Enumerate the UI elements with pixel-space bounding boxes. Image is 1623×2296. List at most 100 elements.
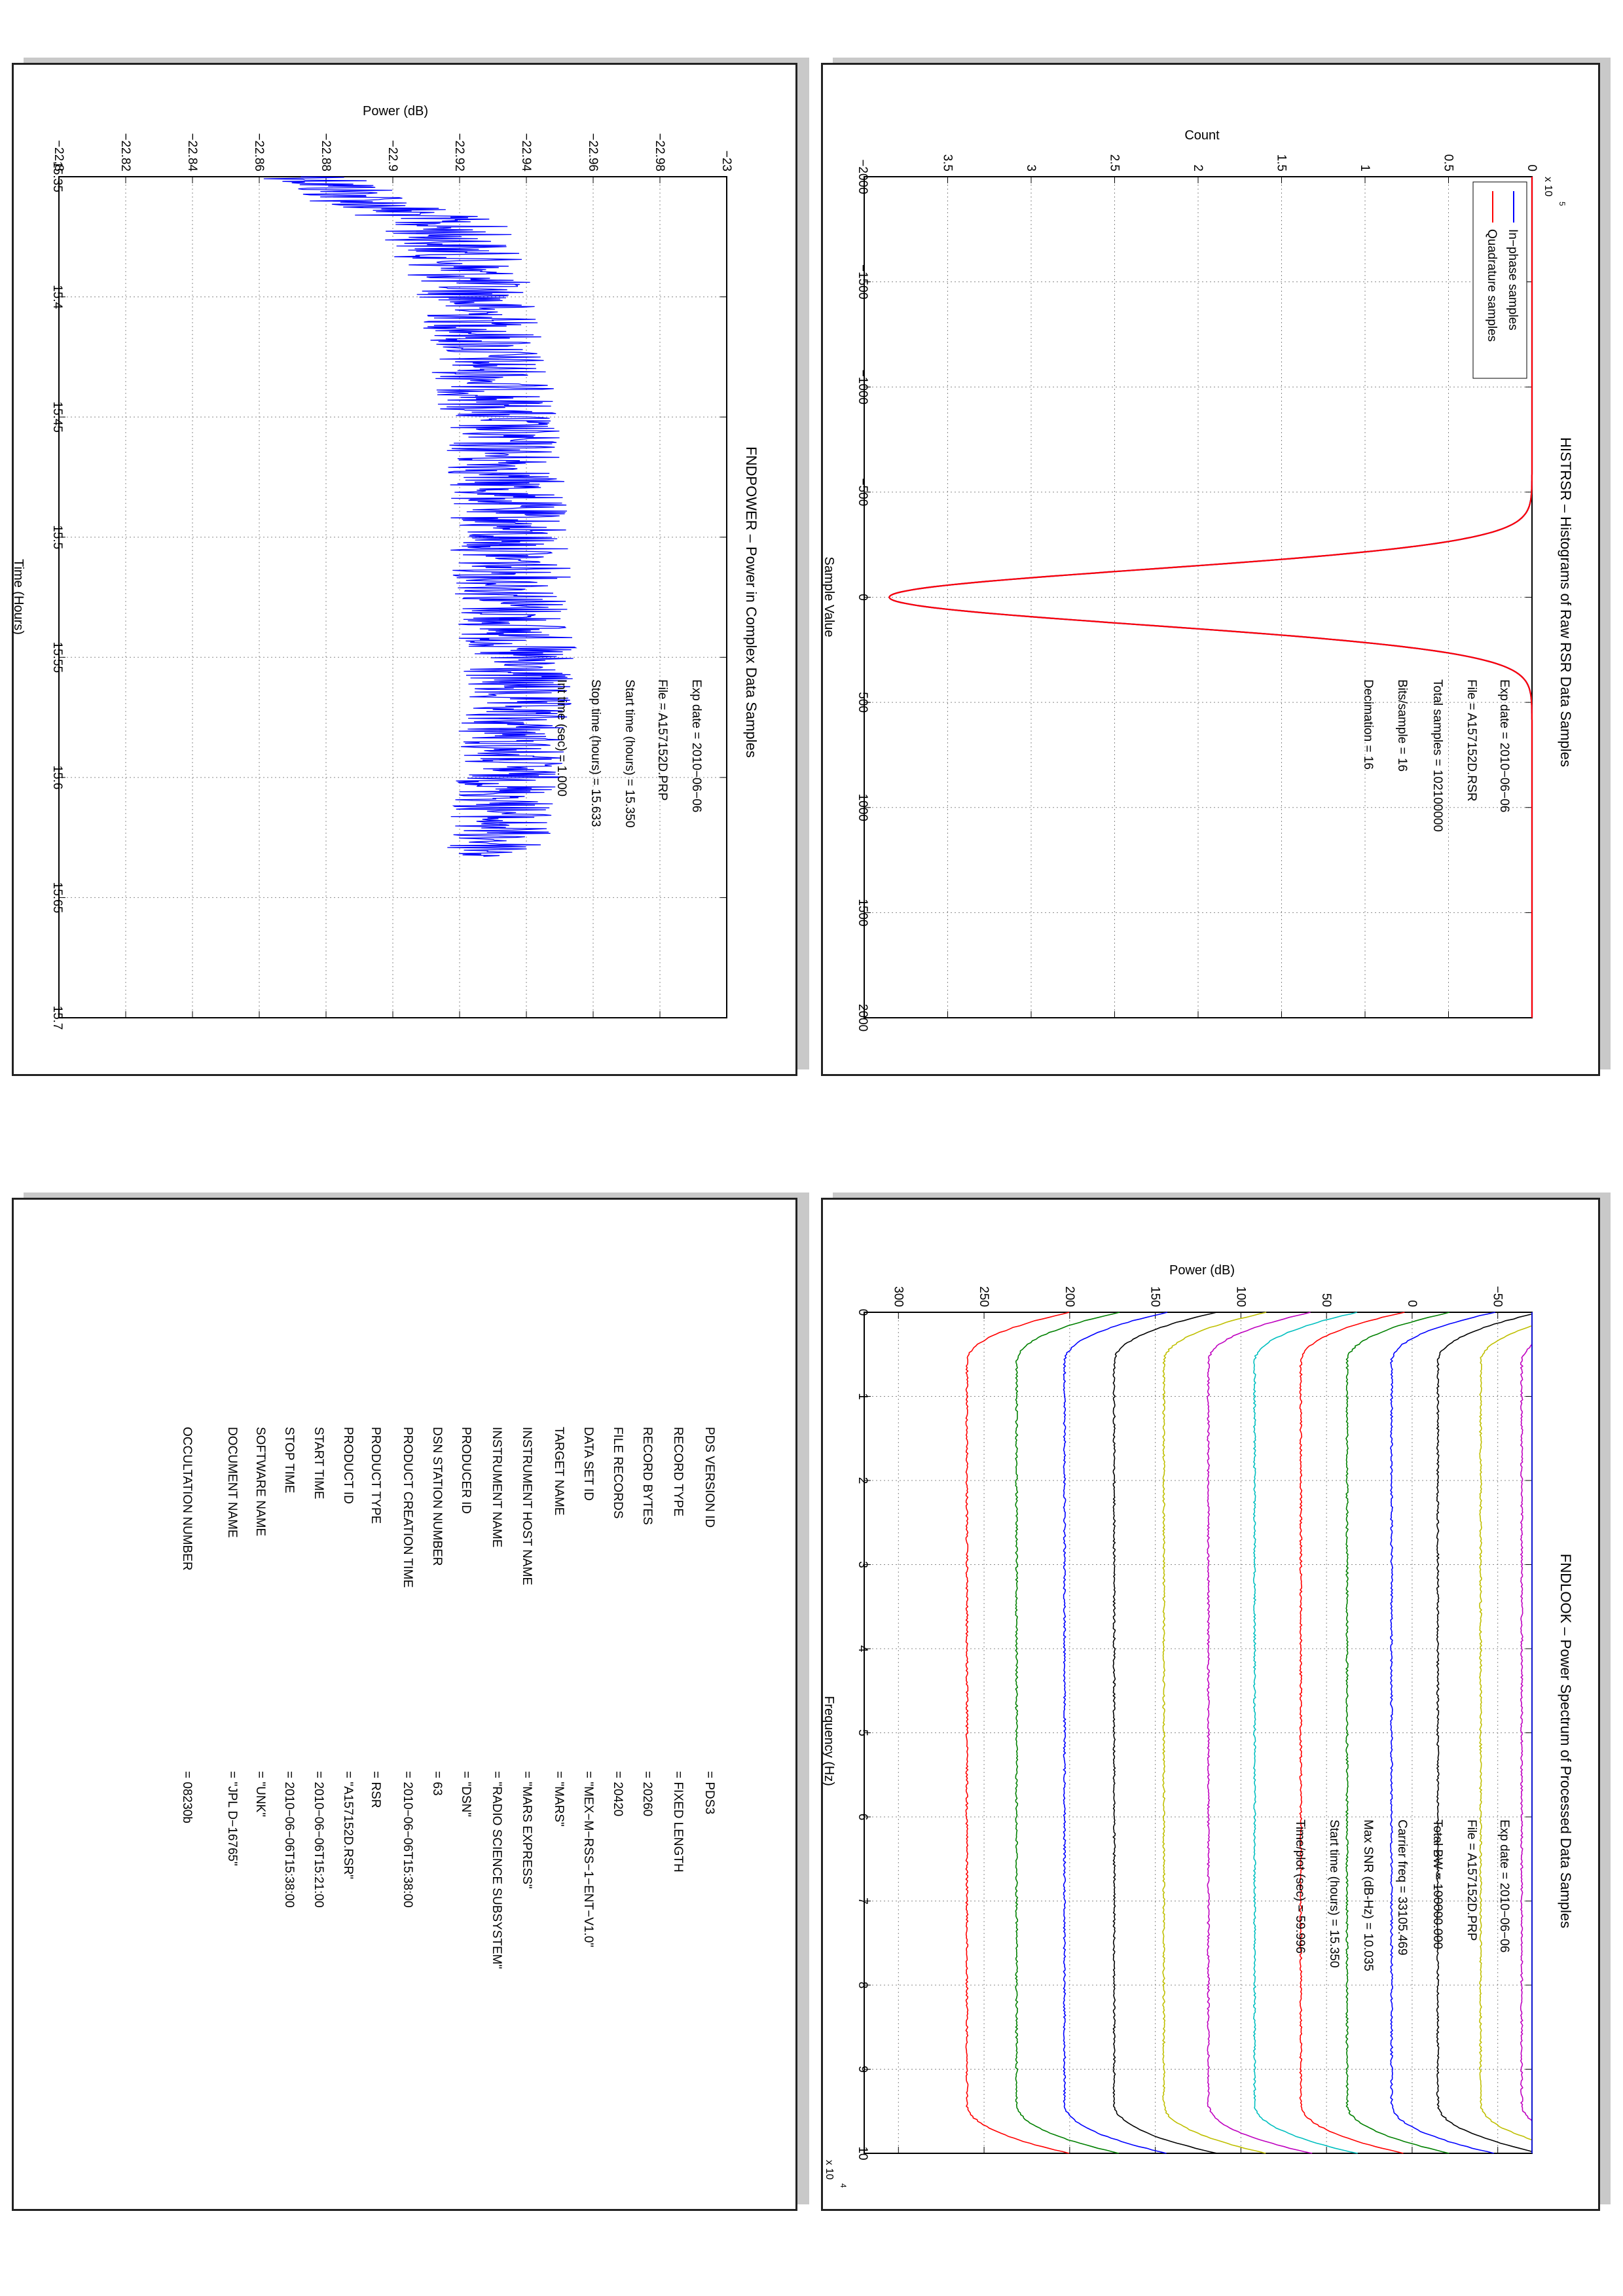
fndpower-ylabel: Power (dB) [363,104,428,118]
label-value: = PDS3 [702,1771,716,1814]
fndlook-series-line [1112,1312,1218,2154]
label-key: STOP TIME [282,1427,296,1493]
label-key: PRODUCT ID [341,1427,355,1504]
histrsr-x-tick-label: −500 [856,478,869,506]
fndlook-xlabel: Frequency (Hz) [822,1696,836,1786]
fndlook-annotation: Exp date = 2010−06−06 [1497,1820,1511,1952]
fndpower-annotation: Int time (sec) = 1.000 [555,679,568,797]
fndpower-y-tick-label: −22.96 [586,133,600,171]
label-value: = "RADIO SCIENCE SUBSYSTEM" [490,1771,503,1969]
label-key: INSTRUMENT HOST NAME [520,1427,534,1585]
fndpower-x-tick-label: 15.45 [50,401,64,433]
fndlook-series-line [1299,1312,1405,2154]
fndpower-y-tick-label: −22.94 [519,133,533,171]
label-value: = "DSN" [459,1771,473,1817]
label-value: = RSR [369,1771,382,1808]
fndpower-y-tick-label: −22.8 [52,140,65,171]
label-key: SOFTWARE NAME [253,1427,267,1536]
fndlook-series-line [1162,1312,1267,2154]
label-key: OCCULTATION NUMBER [180,1427,194,1571]
fndlook-y-tick-label: 50 [1319,1293,1333,1307]
label-key: PRODUCT CREATION TIME [401,1427,414,1588]
label-key: RECORD BYTES [640,1427,654,1525]
label-key: TARGET NAME [552,1427,566,1515]
fndlook-series-line [1520,1312,1533,2153]
fndpower-series-line [263,176,577,857]
fndlook-y-tick-label: −50 [1491,1286,1504,1307]
fndpower-annotation: Exp date = 2010−06−06 [689,679,703,812]
fndlook-x-tick-label: 2 [856,1477,869,1484]
histrsr-ylabel: Count [1184,128,1220,143]
histrsr-y-tick-label: 3.5 [941,154,955,171]
fndpower-title: FNDPOWER – Power in Complex Data Samples [743,446,759,758]
fndlook-x-tick-label: 0 [856,1309,869,1316]
fndlook-series-line [965,1312,1070,2154]
fndlook-title: FNDLOOK – Power Spectrum of Processed Da… [1558,1554,1574,1928]
fndlook-y-tick-label: 250 [977,1286,991,1307]
fndpower-xlabel: Time (Hours) [11,559,26,635]
histrsr-y-tick-label: 2 [1191,164,1205,171]
label-value: = "MARS" [552,1771,566,1827]
label-value: = "A157152D.RSR" [341,1771,355,1879]
fndlook-annotation: Carrier freq = 33105.469 [1395,1820,1409,1956]
histrsr-y-exponent-power: 5 [1558,202,1567,206]
histrsr-legend-label: Quadrature samples [1485,229,1499,342]
histrsr-y-exponent: x 10 [1542,177,1554,196]
histrsr-annotation: Total samples = 102100000 [1431,679,1444,832]
fndpower-y-tick-label: −22.92 [452,133,466,171]
label-value: = 20260 [640,1771,654,1816]
label-value: = "JPL D−16765" [225,1771,239,1866]
fndlook-y-tick-label: 200 [1063,1286,1076,1307]
label-value: = 2010−06−06T15:21:00 [312,1771,325,1908]
fndlook-annotation: Time/plot (sec) = 59.996 [1293,1820,1307,1954]
fndpower-y-tick-label: −22.9 [386,140,399,171]
fndlook-x-tick-label: 9 [856,2066,869,2073]
histrsr-y-tick-label: 0.5 [1442,154,1455,171]
fndlook-x-tick-label: 6 [856,1814,869,1821]
histrsr-y-tick-label: 3 [1024,164,1038,171]
fndlook-series-line [1252,1312,1358,2154]
fndlook-x-tick-label: 5 [856,1729,869,1736]
fndlook-x-tick-label: 3 [856,1561,869,1568]
fndpower-x-tick-label: 15.35 [50,161,64,192]
histrsr-y-tick-label: 0 [1525,164,1539,171]
label-value: = "MARS EXPRESS" [520,1771,534,1889]
histrsr-legend-box [1472,181,1527,379]
fndlook-y-tick-label: 0 [1405,1300,1419,1307]
label-key: DSN STATION NUMBER [430,1427,444,1566]
fndpower-y-tick-label: −22.84 [185,133,199,171]
label-value: = FIXED LENGTH [671,1771,685,1873]
histrsr-x-tick-label: −1500 [856,264,869,299]
label-value: = "MEX−M−RSS−1−ENT−V1.0" [581,1771,595,1947]
histrsr-x-tick-label: −2000 [856,159,869,194]
label-key: FILE RECORDS [611,1427,625,1518]
histrsr-legend-label: In−phase samples [1506,229,1520,331]
fndpower-axes: 15.35 15.4 15.45 15.5 15.55 15.6 15.65 15.7 −23 −… [50,133,733,1030]
fndlook-x-tick-label: 7 [856,1897,869,1905]
fndlook-series-line [1345,1312,1450,2154]
fndlook-annotation: Max SNR (dB-Hz) = 10.035 [1361,1820,1375,1971]
fndlook-series-line [1063,1312,1168,2154]
fndlook-annotation: Total BW = 100000.000 [1431,1820,1444,1949]
histrsr-x-tick-label: 500 [856,692,869,713]
fndlook-series-line [1436,1312,1533,2153]
histrsr-annotation: Decimation = 16 [1361,679,1375,770]
histrsr-series-line [888,177,1533,1018]
fndpower-x-tick-label: 15.5 [50,525,64,549]
histrsr-x-tick-label: 2000 [856,1004,869,1031]
fndpower-annotation: Start time (hours) = 15.350 [623,679,636,828]
histrsr-axes: −2000 −1500 −1000 −500 0 500 1000 1500 2000 0 0.5 1… [856,154,1539,1032]
fndlook-x-tick-label: 4 [856,1645,869,1653]
fndlook-series-line [1015,1312,1120,2154]
label-key: RECORD TYPE [671,1427,685,1516]
fndlook-panel [821,1198,1600,2211]
histrsr-y-tick-label: 2.5 [1108,154,1122,171]
histrsr-y-tick-label: 1.5 [1275,154,1288,171]
fndlook-series-line [1478,1312,1533,2153]
fndlook-x-exponent-power: 4 [839,2183,848,2188]
fndpower-y-tick-label: −22.82 [119,133,132,171]
fndlook-x-exponent: x 10 [824,2160,835,2179]
label-key: INSTRUMENT NAME [490,1427,503,1547]
label-value: = 2010−06−06T15:38:00 [282,1771,296,1908]
